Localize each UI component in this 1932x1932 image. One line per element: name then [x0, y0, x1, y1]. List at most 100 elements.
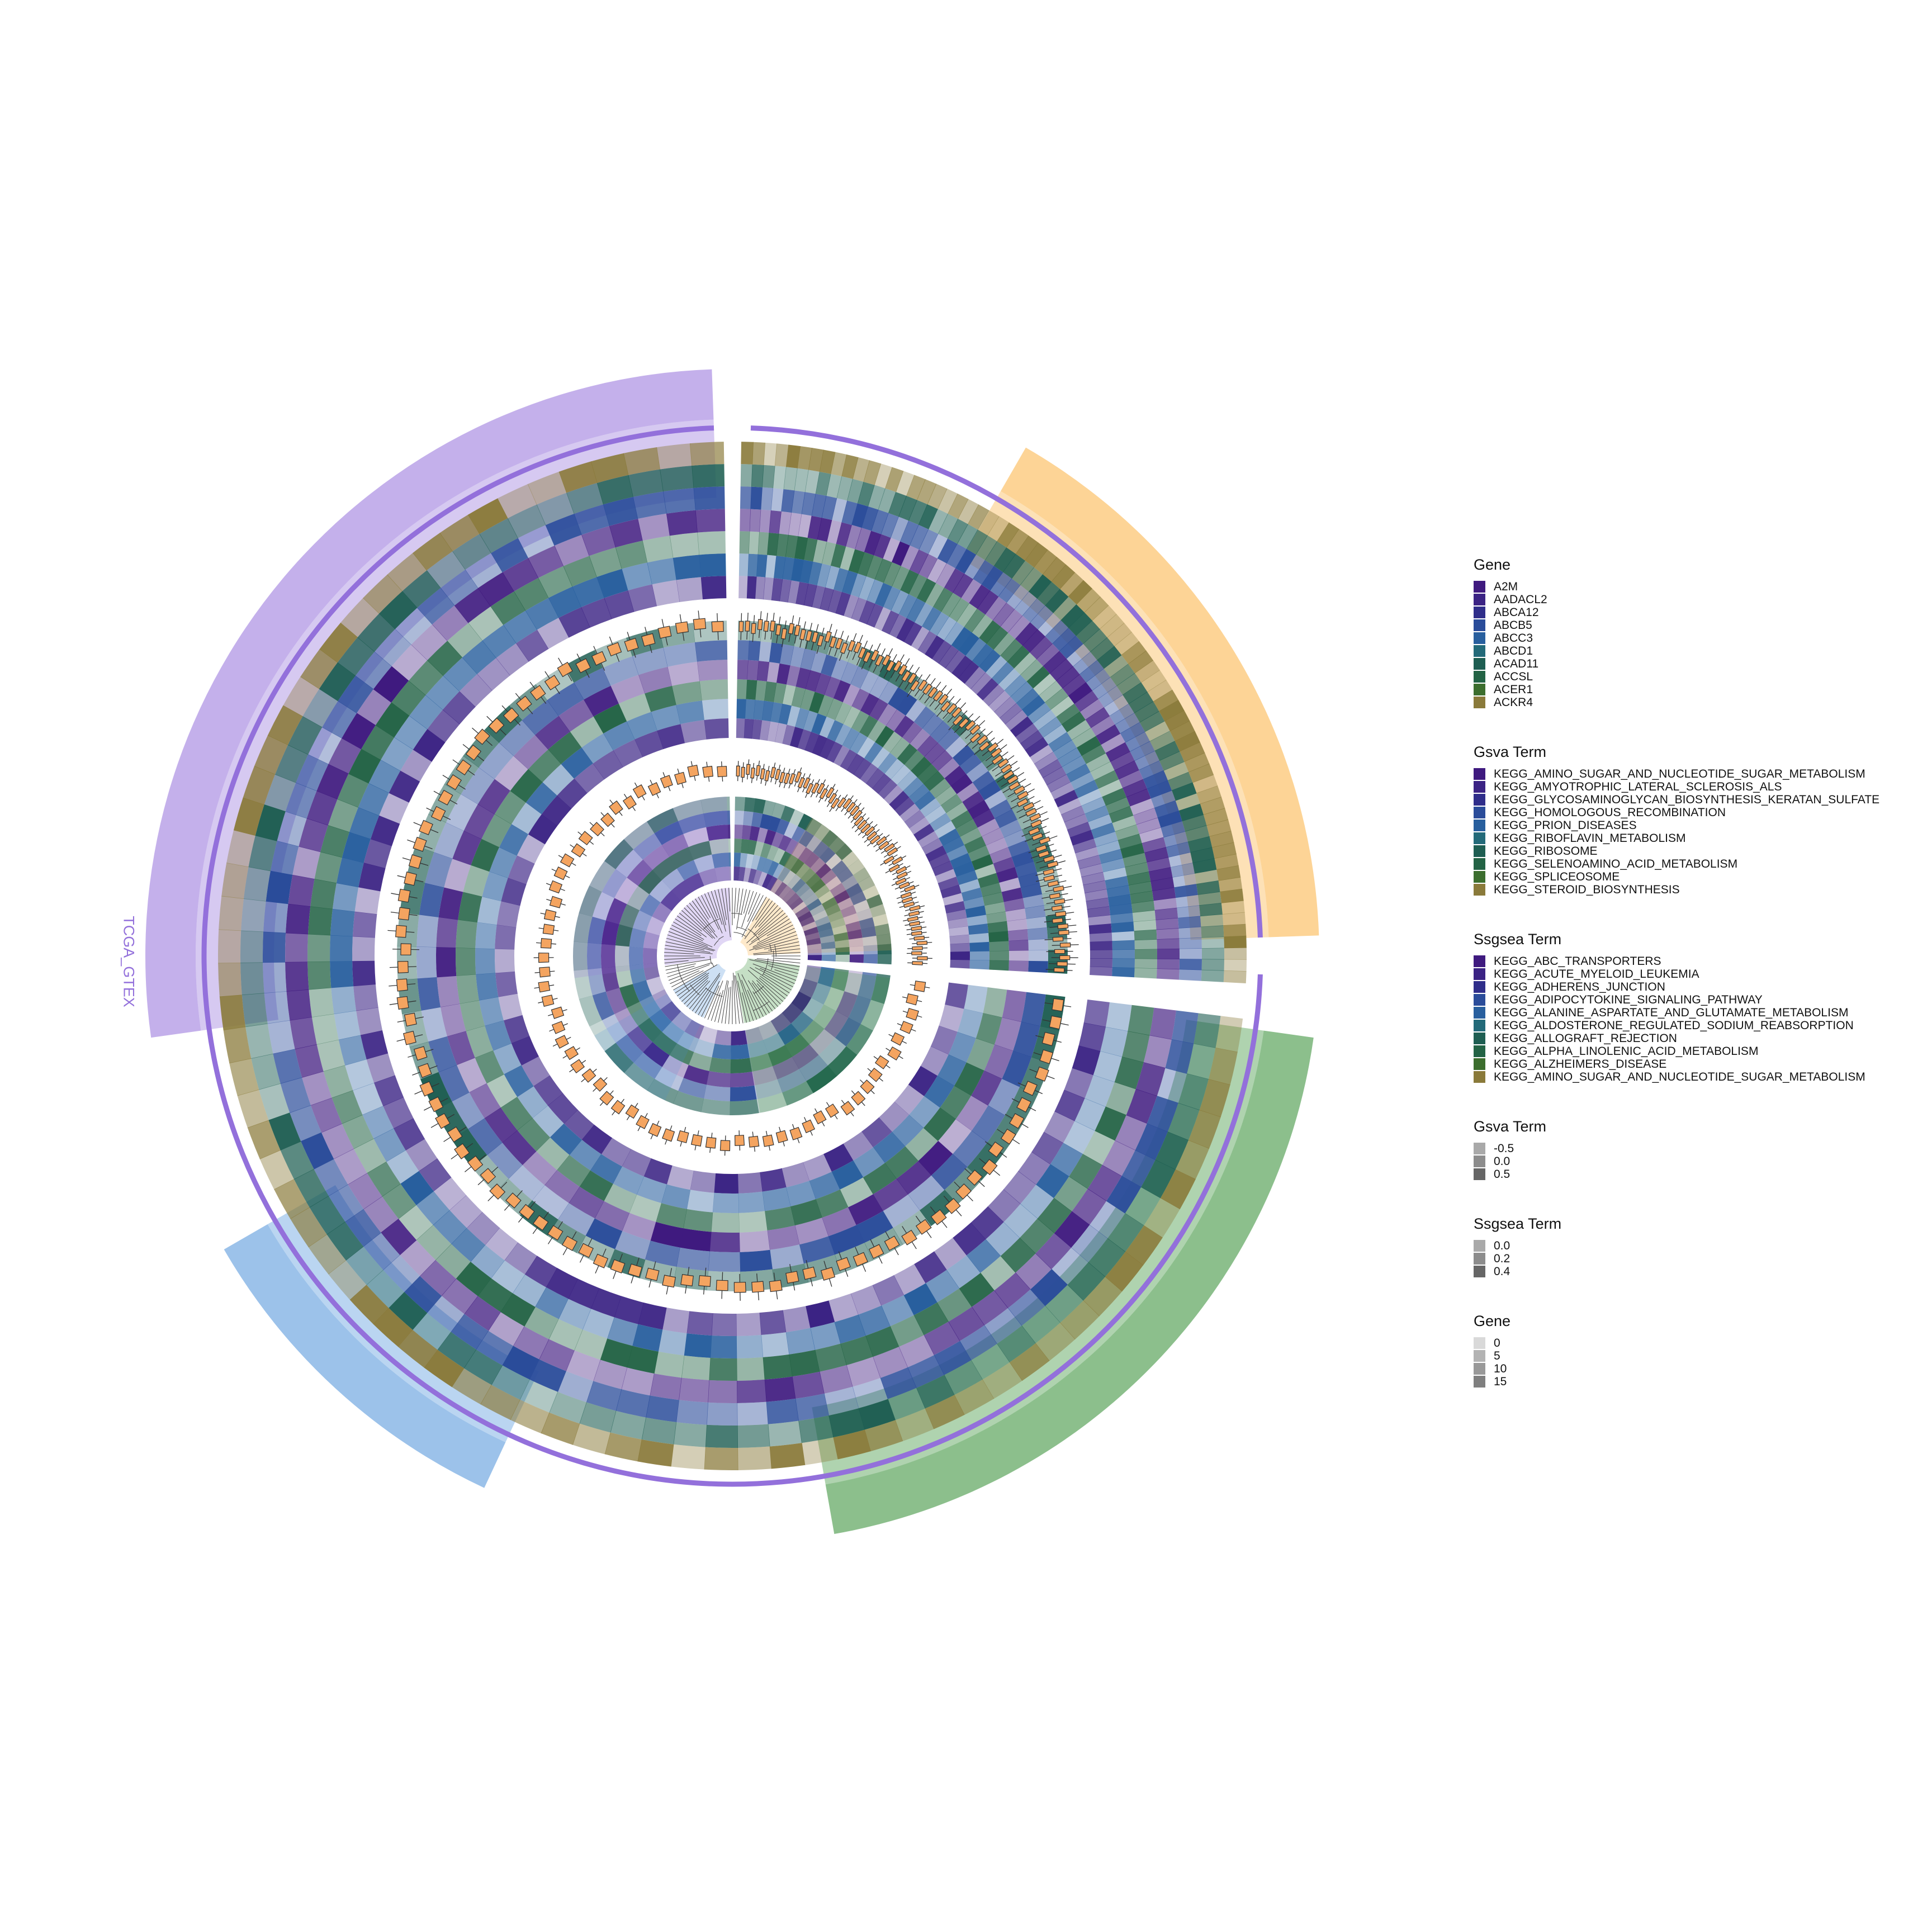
boxplot-box [736, 765, 741, 776]
heatmap-cell [747, 660, 759, 680]
heatmap-cell [1054, 1176, 1088, 1212]
heatmap-cell [1074, 780, 1098, 798]
heatmap-cell [1147, 1096, 1178, 1132]
heatmap-cell [1083, 1276, 1123, 1317]
heatmap-cell [1082, 1130, 1115, 1166]
heatmap-cell [948, 926, 969, 937]
boxplot-box [624, 637, 639, 652]
heatmap-cell [363, 574, 402, 614]
heatmap-cell [541, 1412, 580, 1445]
heatmap-cell [709, 1057, 731, 1073]
heatmap-cell [373, 1128, 406, 1162]
heatmap-cell [789, 809, 804, 826]
heatmap-cell [913, 823, 935, 842]
heatmap-cell [815, 1343, 847, 1372]
heatmap-cell [737, 1379, 767, 1403]
boxplot-box [955, 1183, 972, 1200]
heatmap-cell [1134, 701, 1159, 723]
heatmap-cell [883, 562, 901, 587]
heatmap-cell [873, 1131, 906, 1163]
heatmap-cell [906, 598, 926, 623]
heatmap-cell [629, 964, 647, 984]
heatmap-cell [901, 545, 920, 570]
heatmap-cell [833, 680, 851, 703]
heatmap-cell [971, 1071, 1002, 1106]
heatmap-cell [408, 660, 444, 695]
heatmap-cell [245, 1023, 273, 1059]
heatmap-cell [763, 442, 778, 466]
heatmap-cell [1177, 905, 1201, 918]
boxplot-box [969, 724, 981, 735]
heatmap-cell [977, 510, 1000, 536]
heatmap-cell [746, 576, 757, 599]
heatmap-cell [1046, 925, 1068, 939]
heatmap-cell [795, 883, 811, 897]
heatmap-cell [859, 600, 875, 624]
heatmap-cell [676, 1400, 708, 1425]
heatmap-cell [604, 1043, 634, 1073]
heatmap-cell [590, 1154, 622, 1184]
heatmap-cell [273, 1049, 302, 1084]
heatmap-cell [400, 1171, 434, 1205]
heatmap-cell [417, 588, 455, 625]
heatmap-cell [1100, 614, 1125, 638]
heatmap-cell [607, 1317, 638, 1346]
heatmap-cell [308, 727, 342, 765]
boxplot-box [1014, 785, 1025, 795]
boxplot-box [1047, 880, 1059, 887]
heatmap-cell [806, 898, 822, 911]
heatmap-cell [588, 916, 606, 944]
heatmap-cell [444, 858, 471, 893]
heatmap-cell [1130, 891, 1154, 904]
heatmap-cell [1022, 695, 1045, 717]
heatmap-cell [927, 484, 948, 509]
heatmap-cell [945, 650, 966, 674]
legend-label: KEGG_ACUTE_MYELOID_LEUKEMIA [1494, 967, 1699, 981]
heatmap-cell [792, 842, 806, 859]
heatmap-cell [980, 882, 1002, 897]
heatmap-cell [1064, 813, 1088, 830]
heatmap-cell [863, 954, 878, 964]
heatmap-cell [791, 878, 806, 893]
heatmap-cell [830, 917, 846, 929]
heatmap-cell [332, 883, 359, 912]
dendrogram-branch [684, 907, 716, 939]
heatmap-cell [1154, 800, 1179, 818]
heatmap-cell [748, 868, 757, 884]
boxplot-box [687, 765, 699, 778]
group-highlight-outer [145, 369, 714, 1038]
heatmap-cell [1020, 659, 1044, 682]
dendrogram-branch [774, 969, 798, 978]
legend-item: KEGG_ACUTE_MYELOID_LEUKEMIA [1474, 968, 1921, 981]
dendrogram-branch [670, 970, 700, 984]
heatmap-cell [750, 486, 763, 510]
boxplot-box [825, 787, 835, 798]
heatmap-cell [848, 549, 865, 574]
boxplot-box [858, 647, 866, 659]
dendrogram-branch [736, 888, 744, 930]
heatmap-cell [871, 747, 891, 769]
heatmap-cell [513, 735, 548, 770]
heatmap-cell [1139, 827, 1164, 844]
heatmap-cell [1132, 910, 1156, 922]
heatmap-cell [436, 917, 458, 948]
heatmap-cell [688, 1052, 712, 1071]
heatmap-cell [619, 984, 640, 1008]
heatmap-cell [558, 607, 590, 638]
heatmap-cell [795, 581, 809, 605]
heatmap-cell [624, 1062, 655, 1091]
heatmap-cell [337, 773, 369, 808]
heatmap-cell [1110, 751, 1135, 771]
heatmap-cell [328, 738, 362, 774]
heatmap-cell [1150, 877, 1175, 892]
heatmap-cell [1159, 751, 1185, 771]
heatmap-cell [986, 1222, 1020, 1256]
heatmap-cell [643, 948, 657, 964]
heatmap-cell [956, 603, 978, 627]
heatmap-cell [676, 577, 703, 603]
heatmap-cell [828, 1225, 865, 1255]
heatmap-cell [533, 1075, 564, 1106]
heatmap-cell [574, 667, 611, 700]
group-overlay-inner [573, 797, 730, 978]
heatmap-cell [1134, 949, 1158, 959]
